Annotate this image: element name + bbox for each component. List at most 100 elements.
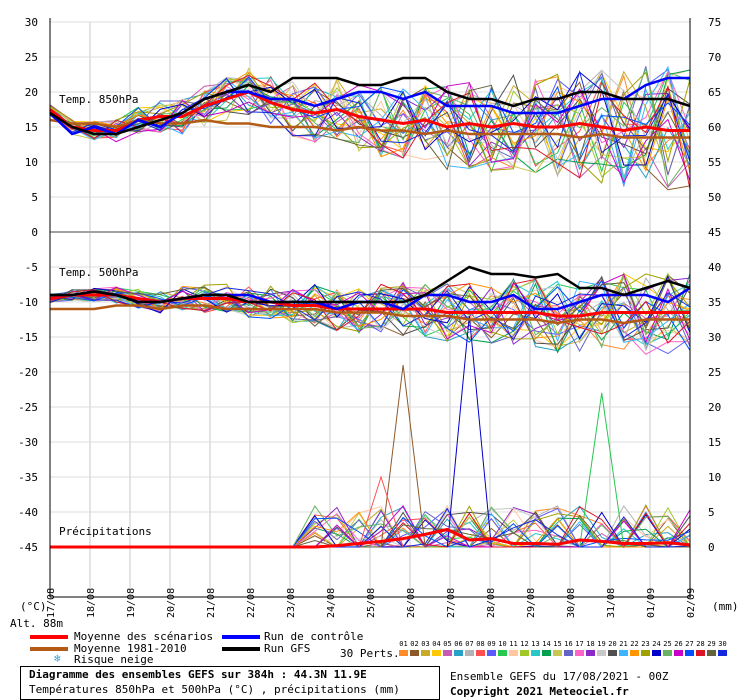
pert-swatch — [707, 650, 716, 656]
pert-swatch — [443, 650, 452, 656]
x-tick-label: 21/08 — [206, 588, 217, 618]
pert-swatch — [520, 650, 529, 656]
pert-850-line — [49, 70, 691, 171]
pert-swatch — [564, 650, 573, 656]
pert-500-line — [49, 275, 691, 340]
series-line — [50, 265, 691, 304]
pert-swatch — [575, 650, 584, 656]
left-tick-label: 20 — [25, 86, 38, 99]
pert-number: 27 — [685, 640, 694, 648]
footer-subtitle: Températures 850hPa et 500hPa (°C) , pré… — [29, 683, 400, 696]
left-tick-label: -15 — [18, 331, 38, 344]
x-tick-label: 26/08 — [406, 588, 417, 618]
right-tick-label: 65 — [708, 86, 721, 99]
x-tick-label: 19/08 — [126, 588, 137, 618]
right-tick-label: 70 — [708, 51, 721, 64]
pert-number: 21 — [619, 640, 628, 648]
pert-swatch — [685, 650, 694, 656]
pert-850-line — [49, 69, 691, 162]
pert-swatch — [608, 650, 617, 656]
pert-number: 14 — [542, 640, 551, 648]
x-tick-label: 18/08 — [86, 588, 97, 618]
right-tick-label: 15 — [708, 436, 721, 449]
ensemble-date: Ensemble GEFS du 17/08/2021 - 00Z — [450, 670, 669, 683]
left-tick-label: -30 — [18, 436, 38, 449]
pert-number: 06 — [454, 640, 463, 648]
pert-swatch — [663, 650, 672, 656]
pert-swatch — [498, 650, 507, 656]
left-axis-unit: (°C) — [20, 600, 47, 613]
pert-swatch — [487, 650, 496, 656]
series-line — [49, 90, 690, 133]
left-axis-ticks: 30 25 20 15 10 5 0 -5 -10 -15 -20 -25 -30 -35 -40 -45 — [18, 16, 38, 554]
pert-number: 19 — [597, 640, 606, 648]
pert-number: 15 — [553, 640, 562, 648]
x-tick-label: 30/08 — [566, 588, 577, 618]
pert-swatch — [553, 650, 562, 656]
pert-swatch — [421, 650, 430, 656]
pert-number: 12 — [520, 640, 529, 648]
left-tick-label: 5 — [31, 191, 38, 204]
right-tick-label: 30 — [708, 331, 721, 344]
left-tick-label: -35 — [18, 471, 38, 484]
legend-item-gfs: Run GFS — [264, 642, 311, 655]
panel-title-precip: Précipitations — [59, 525, 152, 538]
pert-swatch — [619, 650, 628, 656]
pert-500-line — [49, 279, 691, 351]
pert-numbers: 01 02 03 04 05 06 07 08 09 10 11 12 13 14 15 16 17 18 19 20… — [398, 640, 730, 660]
pert-precip-spike — [380, 364, 426, 548]
pert-number: 04 — [432, 640, 441, 648]
x-tick-label: 17/08 — [46, 588, 57, 618]
pert-swatch — [454, 650, 463, 656]
axes — [49, 18, 691, 598]
right-tick-label: 20 — [708, 401, 721, 414]
right-tick-label: 45 — [708, 226, 721, 239]
x-tick-label: 25/08 — [366, 588, 377, 618]
left-tick-label: -40 — [18, 506, 38, 519]
x-tick-label: 29/08 — [526, 588, 537, 618]
pert-number: 10 — [498, 640, 507, 648]
pert-number: 13 — [531, 640, 540, 648]
pert-swatch — [674, 650, 683, 656]
right-axis-unit: (mm) — [712, 600, 739, 613]
legend-lines — [30, 635, 260, 651]
pert-number: 09 — [487, 640, 496, 648]
series-line — [49, 76, 690, 136]
pert-number: 23 — [641, 640, 650, 648]
legend-item-mean: Moyenne des scénarios — [74, 630, 214, 643]
left-tick-label: 0 — [31, 226, 38, 239]
pert-swatch — [597, 650, 606, 656]
right-tick-label: 60 — [708, 121, 721, 134]
series-line — [49, 76, 691, 136]
pert-swatch — [410, 650, 419, 656]
pert-swatch — [465, 650, 474, 656]
pert-swatch — [652, 650, 661, 656]
snow-icon: ❄ — [54, 652, 61, 665]
pert-swatch — [630, 650, 639, 656]
right-tick-label: 35 — [708, 296, 721, 309]
panel-title-850: Temp. 850hPa — [59, 93, 138, 106]
pert-swatch — [542, 650, 551, 656]
left-tick-label: 10 — [25, 156, 38, 169]
pert-number: 08 — [476, 640, 485, 648]
right-tick-label: 0 — [708, 541, 715, 554]
legend-item-snow: Risque neige — [74, 653, 154, 666]
x-tick-label: 31/08 — [606, 588, 617, 618]
footer-title-box: Diagramme des ensembles GEFS sur 384h : … — [20, 666, 440, 700]
pert-number: 22 — [630, 640, 639, 648]
x-tick-label: 24/08 — [326, 588, 337, 618]
right-tick-label: 25 — [708, 366, 721, 379]
left-tick-label: -45 — [18, 541, 38, 554]
legend-item-climate: Moyenne 1981-2010 — [74, 642, 187, 655]
pert-number: 05 — [443, 640, 452, 648]
x-tick-label: 22/08 — [246, 588, 257, 618]
pert-number: 30 — [718, 640, 727, 648]
pert-swatch — [586, 650, 595, 656]
left-tick-label: -25 — [18, 401, 38, 414]
x-axis-ticks: 17/08 18/08 19/08 20/08 21/08 22/08 23/08 24/08… — [46, 588, 697, 618]
pert-number: 03 — [421, 640, 430, 648]
x-tick-label: 01/09 — [646, 588, 657, 618]
left-tick-label: -5 — [25, 261, 38, 274]
